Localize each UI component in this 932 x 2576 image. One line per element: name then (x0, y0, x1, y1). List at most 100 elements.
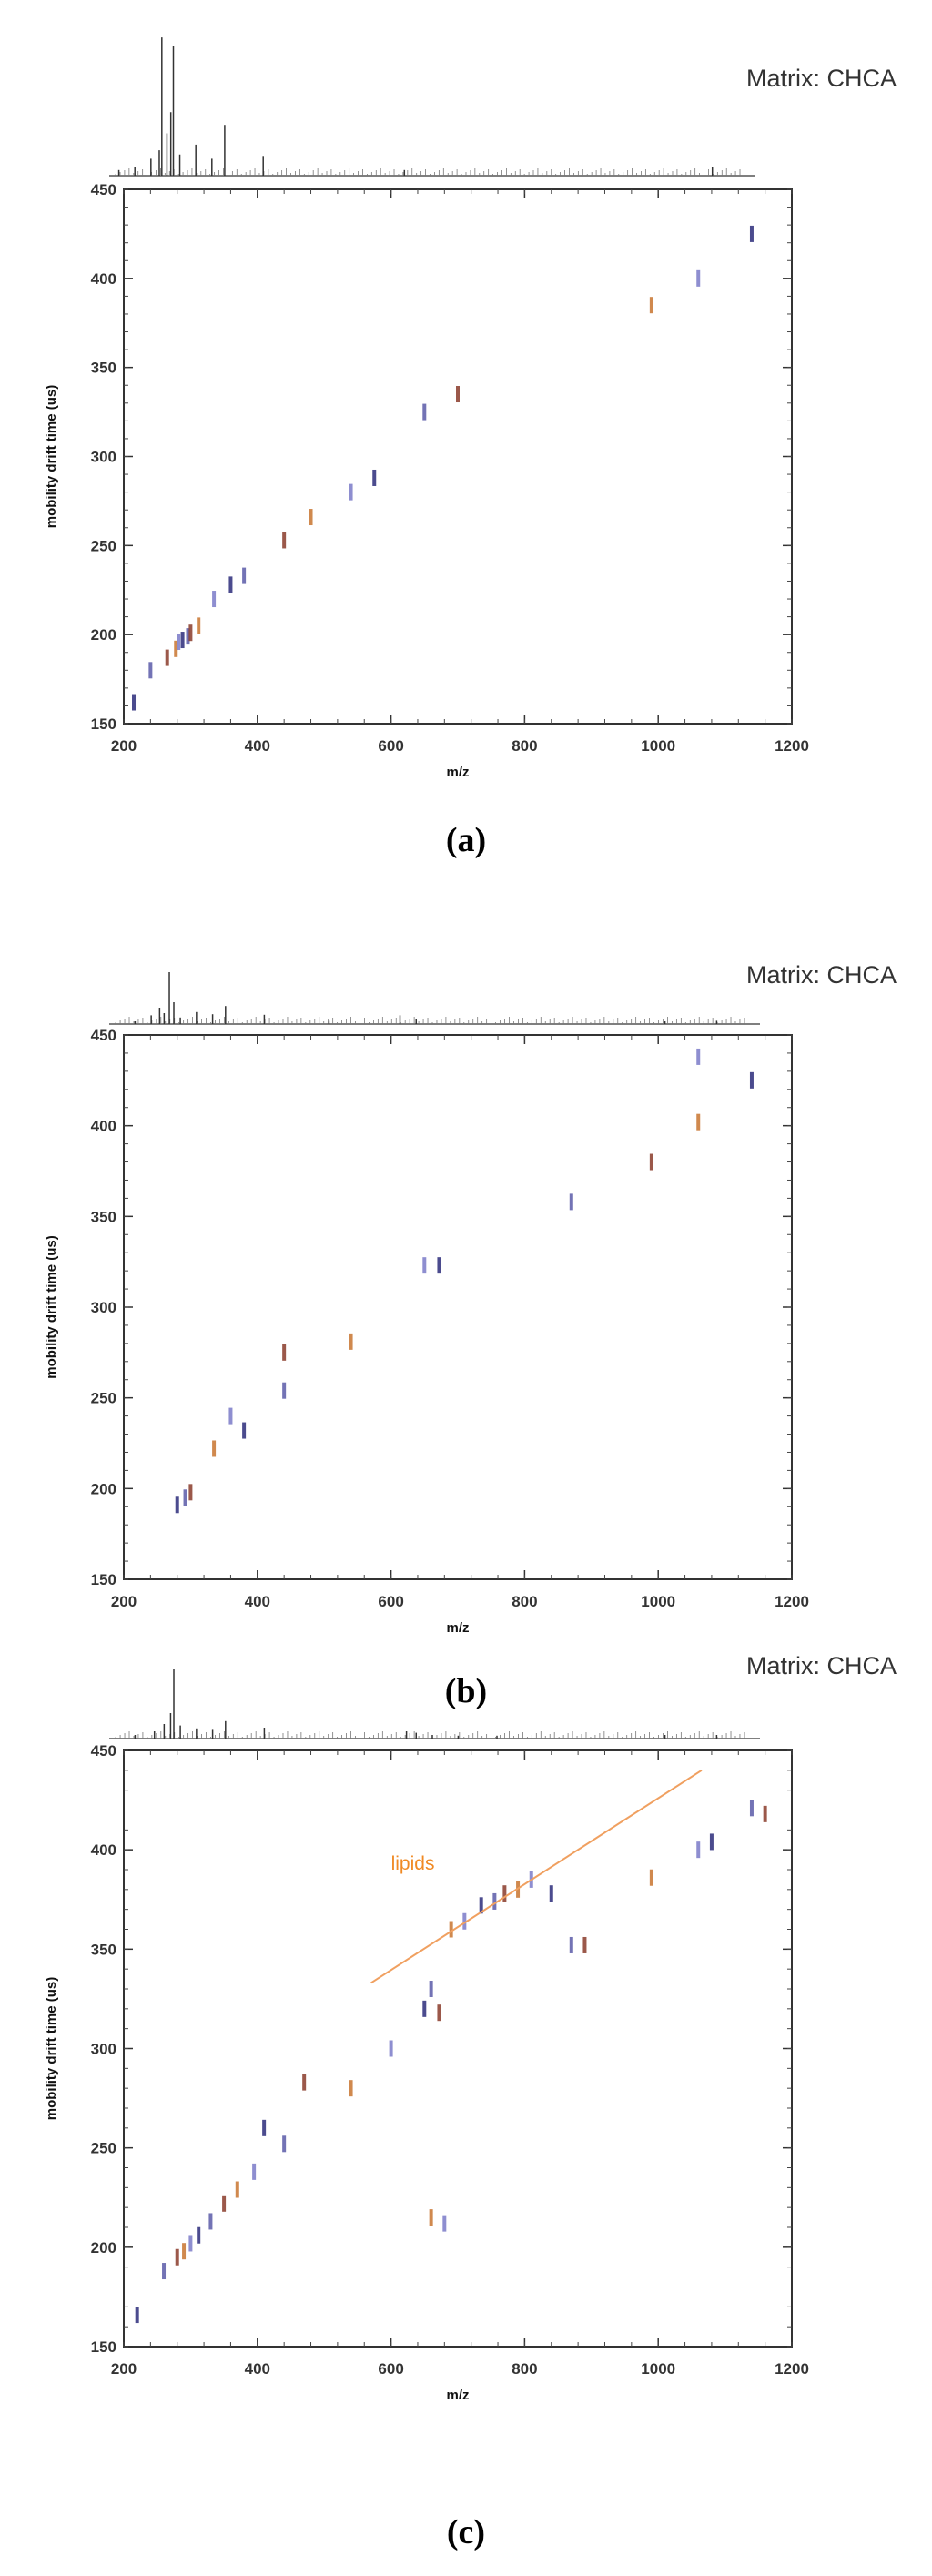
data-point (372, 469, 377, 486)
data-point (162, 2263, 167, 2280)
y-tick-label: 400 (91, 270, 116, 288)
x-tick-label: 200 (111, 2360, 137, 2378)
y-tick-label: 150 (91, 1571, 116, 1588)
y-axis-label: mobility drift time (us) (44, 1235, 59, 1379)
y-tick-label: 450 (91, 1027, 116, 1044)
data-point (235, 2181, 239, 2198)
data-point (749, 1071, 754, 1089)
data-point (212, 591, 217, 608)
y-tick-label: 450 (91, 181, 116, 198)
data-point (182, 2243, 187, 2260)
x-tick-label: 800 (512, 737, 537, 755)
x-axis-label: m/z (446, 1620, 469, 1636)
y-tick-label: 200 (91, 1480, 116, 1497)
data-point (197, 617, 201, 634)
x-tick-label: 600 (378, 737, 403, 755)
data-point (437, 1257, 441, 1274)
y-tick-label: 250 (91, 537, 116, 554)
x-tick-label: 1200 (775, 2360, 809, 2378)
y-tick-label: 250 (91, 2140, 116, 2157)
data-point (186, 628, 190, 645)
y-tick-label: 300 (91, 449, 116, 466)
x-tick-label: 1000 (641, 1593, 675, 1610)
y-tick-label: 150 (91, 2338, 116, 2356)
y-tick-label: 450 (91, 1742, 116, 1760)
data-point (649, 1153, 653, 1171)
y-tick-label: 350 (91, 1208, 116, 1225)
data-point (212, 1440, 217, 1457)
x-tick-label: 1200 (775, 1593, 809, 1610)
data-point (389, 2040, 393, 2057)
x-tick-label: 600 (378, 2360, 403, 2378)
lipids-trend-line (370, 1769, 703, 1984)
data-point (709, 1833, 714, 1851)
data-points (132, 225, 754, 711)
data-point (175, 1496, 179, 1514)
data-point (696, 269, 701, 287)
panel-label: (c) (447, 2513, 485, 2551)
data-point (422, 2000, 427, 2017)
data-point (175, 2248, 179, 2266)
data-point (442, 2215, 447, 2232)
data-point (252, 2163, 257, 2180)
data-point (228, 1407, 233, 1425)
data-point (188, 624, 193, 642)
data-point (174, 640, 178, 657)
data-point (696, 1113, 701, 1131)
data-point (135, 2307, 139, 2324)
lipids-label: lipids (391, 1853, 435, 1874)
x-axis: 200 400 600 800 1000 1200 (111, 1750, 809, 2378)
y-tick-label: 350 (91, 360, 116, 377)
x-tick-label: 200 (111, 1593, 137, 1610)
x-tick-label: 1000 (641, 2360, 675, 2378)
data-point (502, 1885, 507, 1902)
data-point (180, 632, 185, 649)
data-point (649, 297, 653, 314)
y-tick-label: 400 (91, 1841, 116, 1859)
data-point (456, 386, 460, 403)
data-point (208, 2213, 213, 2230)
data-point (183, 1489, 187, 1506)
plot-frame (123, 1749, 793, 2348)
mass-spectrum (109, 37, 755, 177)
data-point (422, 1257, 427, 1274)
y-axis: 150 200 250 300 350 400 450 (91, 1742, 792, 2356)
plot-frame (123, 1034, 793, 1580)
mass-spectrum (109, 972, 760, 1025)
y-tick-label: 200 (91, 626, 116, 644)
data-point (222, 2195, 227, 2212)
data-point (177, 633, 181, 650)
y-axis-label: mobility drift time (us) (44, 1977, 59, 2121)
panel-label: (a) (446, 821, 486, 859)
x-tick-label: 200 (111, 737, 137, 755)
data-point (569, 1193, 573, 1211)
data-point (242, 567, 247, 584)
data-point (749, 1800, 754, 1817)
data-point (349, 1333, 353, 1350)
data-point (429, 2209, 433, 2226)
x-axis-label: m/z (446, 765, 469, 780)
data-point (282, 2135, 287, 2153)
data-point (309, 509, 313, 526)
data-point (696, 1048, 701, 1065)
y-tick-label: 400 (91, 1118, 116, 1135)
data-point (749, 225, 754, 242)
x-tick-label: 1000 (641, 737, 675, 755)
y-axis: 150 200 250 300 350 400 450 (91, 181, 792, 733)
y-tick-label: 300 (91, 1299, 116, 1316)
data-point (302, 2074, 307, 2091)
x-tick-label: 800 (512, 1593, 537, 1610)
data-point (148, 662, 153, 679)
x-tick-label: 400 (245, 737, 270, 755)
data-point (282, 1344, 287, 1361)
y-tick-label: 150 (91, 715, 116, 733)
data-point (228, 576, 233, 593)
data-point (349, 483, 353, 501)
data-point (492, 1892, 497, 1910)
y-axis: 150 200 250 300 350 400 450 (91, 1027, 792, 1588)
data-point (449, 1921, 453, 1938)
data-point (188, 2235, 193, 2252)
matrix-annotation: Matrix: CHCA (746, 961, 897, 989)
y-tick-label: 200 (91, 2239, 116, 2257)
